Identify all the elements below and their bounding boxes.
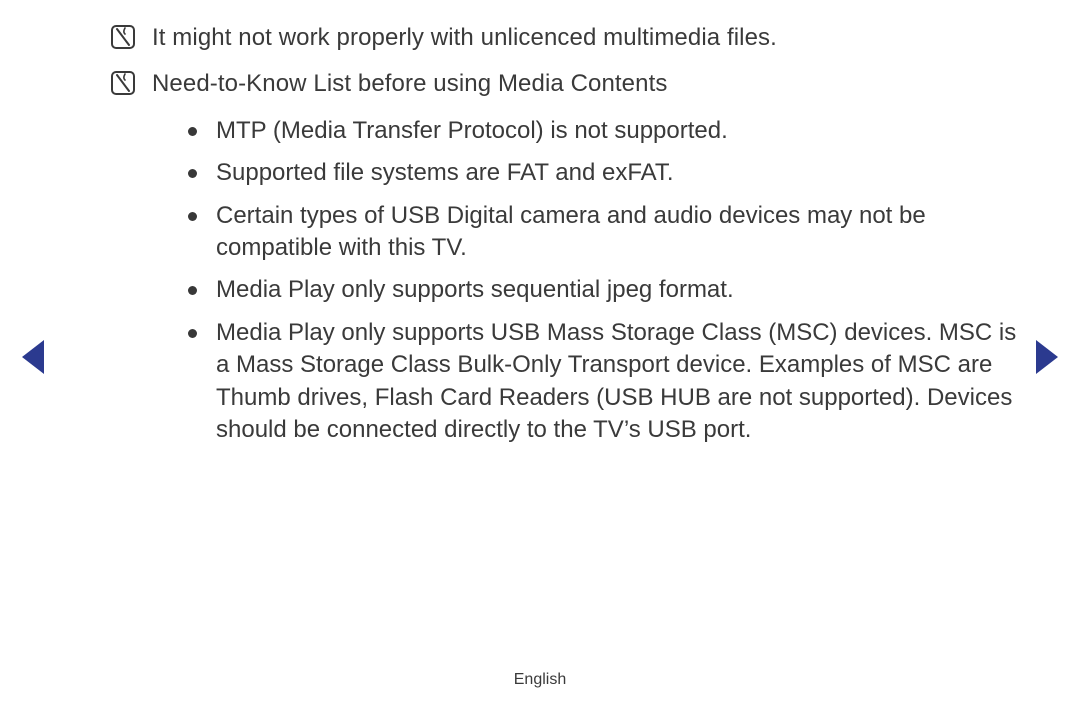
list-item: Certain types of USB Digital camera and … <box>188 200 1020 265</box>
note-icon <box>110 24 136 50</box>
list-item: Supported file systems are FAT and exFAT… <box>188 157 1020 189</box>
next-page-arrow[interactable] <box>1036 340 1058 374</box>
list-item: MTP (Media Transfer Protocol) is not sup… <box>188 115 1020 147</box>
note-text-2: Need-to-Know List before using Media Con… <box>152 68 667 100</box>
note-row-2: Need-to-Know List before using Media Con… <box>110 68 1020 100</box>
bullet-list: MTP (Media Transfer Protocol) is not sup… <box>110 115 1020 447</box>
note-text-1: It might not work properly with unlicenc… <box>152 22 777 54</box>
note-icon <box>110 70 136 96</box>
prev-page-arrow[interactable] <box>22 340 44 374</box>
manual-page: It might not work properly with unlicenc… <box>0 0 1080 705</box>
list-item: Media Play only supports USB Mass Storag… <box>188 317 1020 447</box>
list-item: Media Play only supports sequential jpeg… <box>188 274 1020 306</box>
note-row-1: It might not work properly with unlicenc… <box>110 22 1020 54</box>
footer-language: English <box>0 671 1080 689</box>
